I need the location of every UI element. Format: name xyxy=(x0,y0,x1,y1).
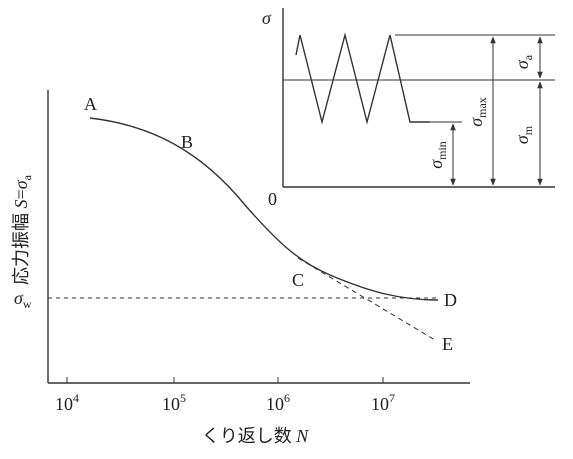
point-label: B xyxy=(181,132,193,152)
inset-origin: 0 xyxy=(268,189,277,209)
text-part: 4 xyxy=(73,391,79,405)
min-label: σmin xyxy=(426,141,449,169)
inset-axis-label: σ xyxy=(262,8,272,28)
text-part: a xyxy=(20,174,34,180)
text-part: 7 xyxy=(389,391,395,405)
text-part: σ xyxy=(466,117,486,127)
point-label: E xyxy=(442,334,453,354)
text-part: 10 xyxy=(371,394,389,414)
point-label: A xyxy=(84,94,97,114)
text-part: σ xyxy=(11,179,31,189)
text-part: 10 xyxy=(162,394,180,414)
text-part: max xyxy=(475,97,489,118)
mean-label: σm xyxy=(512,125,535,144)
text-part: min xyxy=(435,141,449,160)
y-axis-label: 応力振幅 S=σa xyxy=(11,174,34,285)
text-part: 応力振幅 xyxy=(11,213,31,285)
text-part: 5 xyxy=(180,391,186,405)
x-tick-label: 107 xyxy=(371,391,395,414)
stress-wave xyxy=(295,32,430,125)
text-part: σ xyxy=(512,134,532,144)
text-part: a xyxy=(521,54,535,60)
x-ticks xyxy=(66,377,384,383)
text-part: 6 xyxy=(284,391,290,405)
fatigue-limit-label: σw xyxy=(14,288,32,311)
max-label: σmax xyxy=(466,97,489,127)
x-tick-label: 106 xyxy=(266,391,290,414)
text-part: w xyxy=(23,297,32,311)
text-part: S xyxy=(11,199,31,208)
text-part: σ xyxy=(14,288,24,308)
sn-curve xyxy=(89,117,439,301)
text-part: 10 xyxy=(266,394,284,414)
amplitude-label: σa xyxy=(512,54,535,69)
point-label: D xyxy=(444,290,457,310)
text-part: σ xyxy=(512,59,532,69)
text-part: m xyxy=(521,125,535,135)
inset: σ 0 σa σm σmax σmin xyxy=(262,8,555,209)
text-part: = xyxy=(11,189,31,199)
x-tick-label: 105 xyxy=(162,391,186,414)
point-label: C xyxy=(292,270,304,290)
text-part: N xyxy=(295,426,309,446)
x-axis-label: くり返し数 N xyxy=(202,426,310,446)
text-part: σ xyxy=(426,159,446,169)
text-part: 10 xyxy=(55,394,73,414)
text-part: くり返し数 xyxy=(202,426,292,446)
x-tick-label: 104 xyxy=(55,391,79,414)
